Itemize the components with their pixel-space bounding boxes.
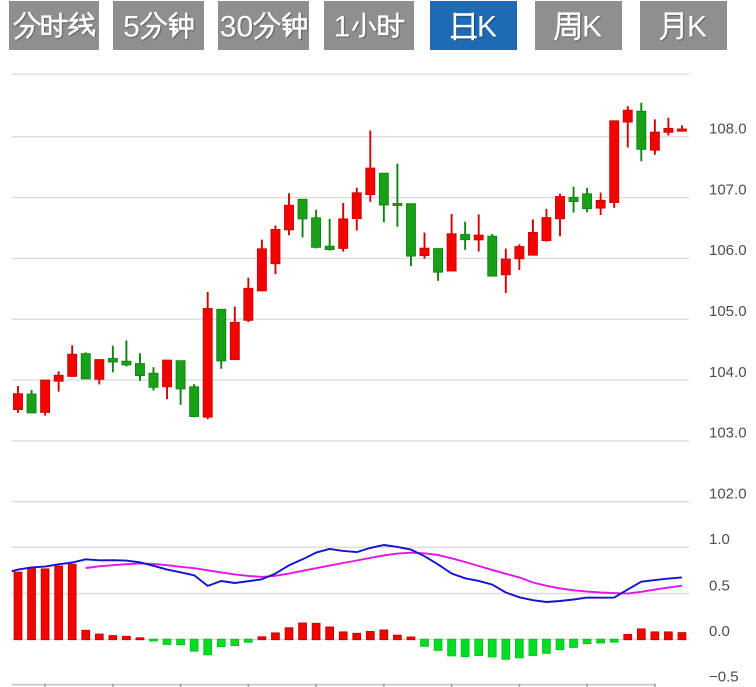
svg-text:107.0: 107.0 xyxy=(709,181,747,198)
svg-text:−0.5: −0.5 xyxy=(709,669,739,686)
svg-text:106.0: 106.0 xyxy=(709,242,747,259)
svg-text:0.5: 0.5 xyxy=(709,577,730,594)
svg-text:1: 1 xyxy=(334,11,351,44)
svg-text:102.0: 102.0 xyxy=(709,486,747,503)
svg-text:K: K xyxy=(477,11,497,44)
svg-text:104.0: 104.0 xyxy=(709,364,747,381)
svg-text:108.0: 108.0 xyxy=(709,121,747,138)
svg-text:K: K xyxy=(687,11,707,44)
svg-text:1.0: 1.0 xyxy=(709,531,730,548)
svg-text:105.0: 105.0 xyxy=(709,303,747,320)
svg-text:5: 5 xyxy=(123,11,140,44)
svg-text:K: K xyxy=(582,11,602,44)
svg-text:103.0: 103.0 xyxy=(709,425,747,442)
svg-text:30: 30 xyxy=(220,11,253,44)
svg-text:0.0: 0.0 xyxy=(709,623,730,640)
